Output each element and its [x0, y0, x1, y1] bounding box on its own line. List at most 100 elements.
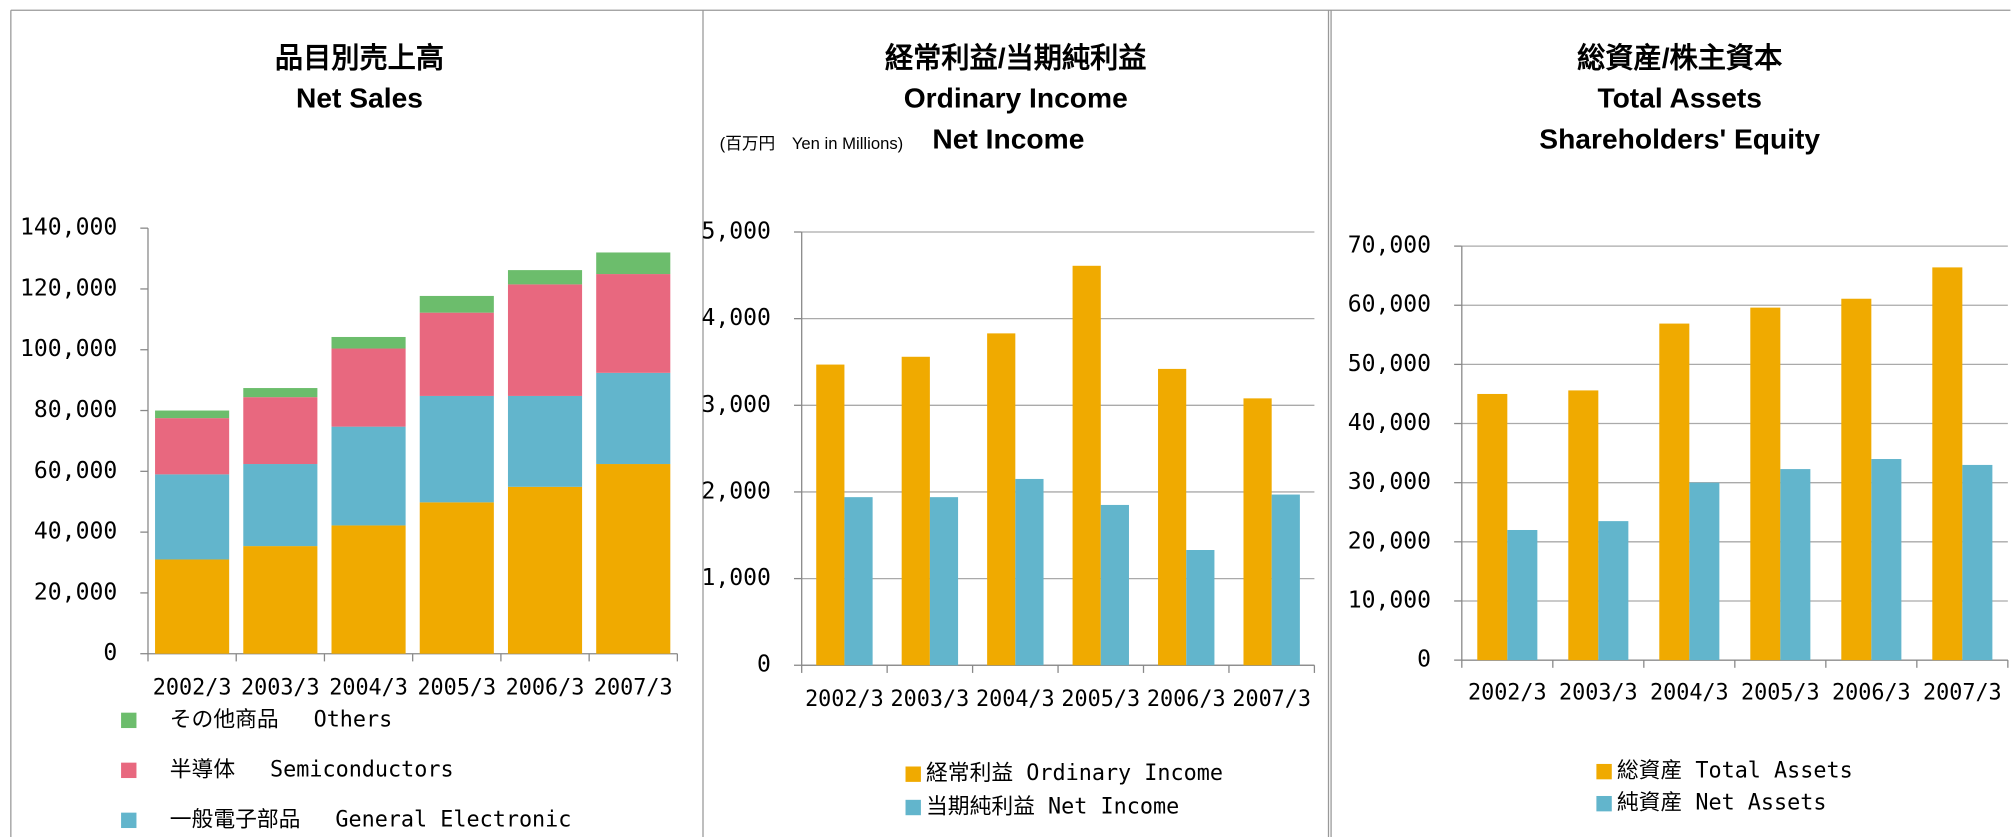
bar-segment: [155, 559, 230, 654]
y-tick-label: 120,000: [20, 275, 117, 301]
y-tick-label: 4,000: [701, 305, 770, 331]
legend-swatch: [1596, 795, 1612, 812]
y-tick-label: 3,000: [701, 392, 770, 418]
y-tick-label: 0: [1417, 647, 1431, 673]
bar-segment: [419, 312, 494, 396]
chart-subtitle: Net Income: [932, 122, 1084, 154]
bar: [844, 497, 873, 666]
legend-label: 当期純利益 Net Income: [926, 795, 1179, 820]
chart-subtitle: Shareholders' Equity: [1539, 122, 1820, 154]
legend-swatch: [1596, 763, 1612, 780]
bar: [1841, 298, 1872, 661]
x-tick-label: 2006/3: [1832, 680, 1911, 705]
bar: [816, 364, 845, 666]
y-tick-label: 40,000: [1348, 410, 1431, 436]
x-tick-label: 2002/3: [153, 675, 232, 700]
y-tick-label: 100,000: [20, 336, 117, 362]
chart-title: 品目別売上高: [275, 42, 444, 74]
bar-segment: [596, 464, 671, 654]
bar-segment: [155, 410, 230, 419]
y-tick-label: 20,000: [34, 579, 117, 605]
bar-segment: [596, 252, 671, 275]
y-tick-label: 5,000: [701, 219, 770, 245]
bar-segment: [419, 502, 494, 654]
bar: [1689, 482, 1720, 661]
legend-label: その他商品 Others: [170, 707, 392, 732]
y-tick-label: 50,000: [1348, 351, 1431, 377]
bar: [1780, 469, 1811, 661]
bar: [1271, 494, 1300, 666]
bar-segment: [243, 388, 318, 398]
x-tick-label: 2006/3: [506, 675, 585, 700]
x-tick-label: 2004/3: [1650, 680, 1729, 705]
y-tick-label: 20,000: [1348, 528, 1431, 554]
bar: [1871, 459, 1902, 661]
legend-label: 総資産 Total Assets: [1617, 759, 1853, 784]
bar: [1158, 368, 1187, 666]
bar: [1072, 265, 1101, 666]
legend: 総資産 Total Assets 純資産 Net Assets: [1596, 759, 1853, 816]
y-tick-label: 1,000: [701, 565, 770, 591]
chart-title: 総資産/株主資本: [1577, 42, 1783, 74]
y-tick-label: 40,000: [34, 519, 117, 545]
y-tick-label: 60,000: [1348, 292, 1431, 318]
chart-subtitle: Ordinary Income: [904, 81, 1128, 113]
legend: 経常利益 Ordinary Income 当期純利益 Net Income: [905, 761, 1223, 820]
x-tick-label: 2002/3: [805, 687, 884, 712]
bar: [1659, 323, 1690, 661]
bar: [1186, 550, 1215, 666]
y-tick-label: 70,000: [1348, 233, 1431, 259]
bar-segment: [507, 395, 583, 487]
x-tick-label: 2005/3: [417, 675, 496, 700]
chart-subtitle: Net Sales: [296, 81, 423, 113]
bar-segment: [596, 274, 671, 373]
bar-segment: [507, 486, 583, 654]
bar: [901, 356, 930, 666]
chart-title: 経常利益/当期純利益: [885, 42, 1147, 74]
x-tick-label: 2006/3: [1147, 687, 1226, 712]
x-tick-label: 2007/3: [1923, 680, 2002, 705]
bar: [987, 333, 1016, 666]
bar-segment: [243, 464, 318, 547]
y-tick-label: 30,000: [1348, 469, 1431, 495]
x-tick-label: 2004/3: [329, 675, 408, 700]
legend-swatch: [121, 812, 137, 829]
y-tick-label: 140,000: [20, 215, 117, 241]
bar-segment: [155, 474, 230, 560]
bar: [1598, 521, 1629, 661]
bar-segment: [331, 348, 406, 427]
bar-segment: [243, 397, 318, 465]
bar: [1568, 390, 1599, 661]
legend-swatch: [121, 712, 137, 729]
y-tick-label: 0: [757, 652, 771, 678]
bar: [1932, 267, 1963, 661]
x-tick-label: 2007/3: [1232, 687, 1311, 712]
legend-label: 純資産 Net Assets: [1617, 791, 1827, 816]
legend-label: 経常利益 Ordinary Income: [926, 761, 1223, 786]
x-tick-label: 2005/3: [1061, 687, 1140, 712]
bar: [1507, 529, 1538, 661]
bar-segment: [331, 336, 406, 349]
bar: [1477, 393, 1508, 661]
x-tick-label: 2004/3: [976, 687, 1055, 712]
unit-label: (百万円 Yen in Millions): [720, 134, 904, 153]
bar-segment: [507, 284, 583, 396]
bar: [1750, 307, 1781, 661]
bar-segment: [419, 395, 494, 503]
legend: その他商品 Others 半導体 Semiconductors 一般電子部品 Gen…: [121, 707, 571, 832]
y-tick-label: 0: [103, 640, 117, 666]
legend-label: 一般電子部品 General Electronic: [170, 807, 572, 832]
x-tick-label: 2003/3: [891, 687, 970, 712]
x-tick-label: 2005/3: [1741, 680, 1820, 705]
bar-segment: [331, 525, 406, 654]
y-tick-label: 80,000: [34, 397, 117, 423]
x-tick-label: 2003/3: [1559, 680, 1638, 705]
legend-swatch: [121, 762, 137, 779]
bar-segment: [419, 295, 494, 313]
x-tick-label: 2002/3: [1468, 680, 1547, 705]
bar: [1100, 504, 1129, 666]
y-tick-label: 10,000: [1348, 587, 1431, 613]
bar-segment: [331, 426, 406, 526]
